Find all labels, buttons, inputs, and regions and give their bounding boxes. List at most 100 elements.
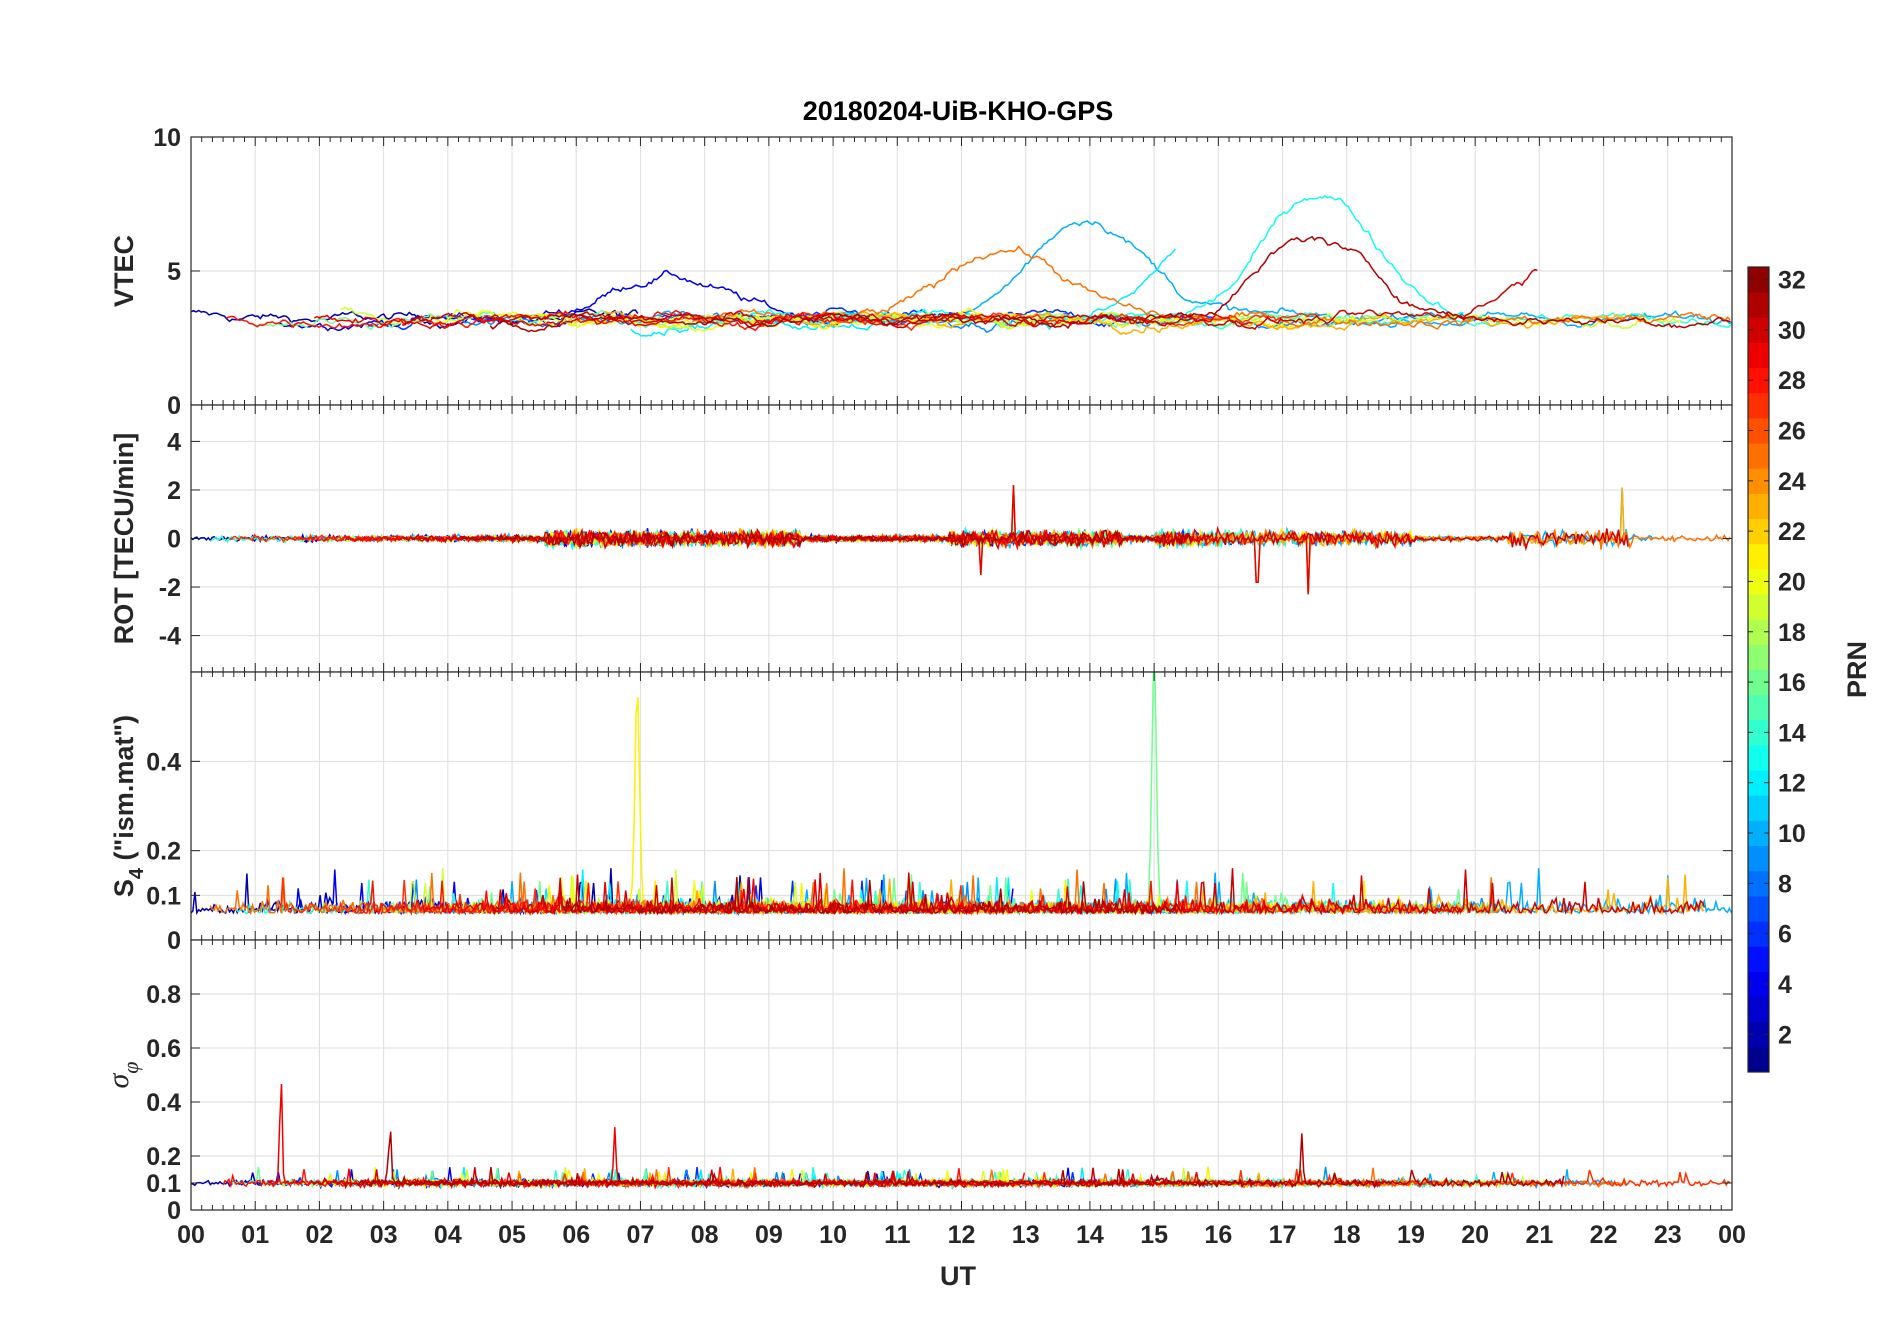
colorbar-swatch: [1748, 367, 1769, 394]
colorbar-swatch: [1748, 342, 1769, 369]
y-tick-label: -2: [159, 574, 181, 602]
colorbar-tick-label: 12: [1778, 770, 1806, 798]
x-tick-label: 09: [755, 1221, 783, 1249]
y-tick-label: 0: [167, 526, 181, 554]
colorbar-swatch: [1748, 644, 1769, 670]
series-line-prn-30: [492, 868, 1706, 916]
x-tick-label: 00: [1718, 1221, 1746, 1249]
colorbar-swatch: [1748, 694, 1769, 721]
colorbar-swatch: [1748, 292, 1769, 318]
y-axis-label-rest: ("ism.mat"): [109, 715, 139, 868]
x-tick-label: 18: [1333, 1221, 1361, 1249]
colorbar-swatch: [1748, 870, 1769, 897]
y-axis-label-sub: 4: [126, 867, 148, 879]
panel-sigma_phi: 00.10.2 0.4 0.6 0.8 σφ: [102, 939, 1733, 1225]
panel-s4: 00.10.20.4S4 ("ism.mat"): [109, 671, 1733, 955]
colorbar-tick-label: 10: [1778, 820, 1806, 848]
colorbar-swatch: [1748, 317, 1769, 343]
x-tick-label: 02: [306, 1221, 334, 1249]
chart-title: 20180204-UiB-KHO-GPS: [803, 96, 1114, 126]
x-tick-label: 17: [1269, 1221, 1297, 1249]
x-tick-label: 11: [884, 1221, 911, 1249]
y-tick-label: 0.4: [146, 1089, 181, 1117]
y-axis-label-main: σ: [102, 1072, 135, 1088]
colorbar-swatch: [1748, 770, 1769, 796]
colorbar-swatch: [1748, 543, 1769, 570]
colorbar-tick-label: 4: [1778, 971, 1792, 999]
colorbar-swatch: [1748, 1021, 1769, 1048]
y-tick-label: 0.1: [146, 882, 181, 910]
series-line-prn-31: [357, 1131, 1565, 1190]
colorbar-swatch: [1748, 392, 1769, 419]
colorbar-swatch: [1748, 493, 1769, 520]
series-line-prn-31: [562, 877, 1181, 916]
series-line-prn-31: [460, 529, 1194, 550]
x-tick-label: 13: [1012, 1221, 1040, 1249]
colorbar-swatch: [1748, 518, 1769, 545]
colorbar-swatch: [1748, 443, 1769, 469]
x-tick-label: 03: [370, 1221, 398, 1249]
colorbar-swatch: [1748, 417, 1769, 444]
series-line-prn-31: [489, 235, 1731, 333]
colorbar-tick-label: 14: [1778, 719, 1806, 747]
panel-rot: -4 -2 0 2 4 ROT [TECU/min]: [109, 404, 1733, 673]
y-tick-label: 0.2: [146, 1143, 181, 1171]
y-tick-label: 4: [167, 428, 181, 456]
y-tick-label: -4: [159, 623, 181, 651]
y-axis-label-main: S: [109, 879, 139, 897]
colorbar-tick-label: 8: [1778, 870, 1792, 898]
x-tick-label: 10: [819, 1221, 847, 1249]
colorbar-tick-label: 20: [1778, 568, 1806, 596]
colorbar-swatch: [1748, 267, 1769, 293]
colorbar-swatch: [1748, 1046, 1769, 1073]
x-tick-label: 07: [627, 1221, 655, 1249]
colorbar-tick-label: 16: [1778, 669, 1806, 697]
colorbar-tick-label: 26: [1778, 418, 1806, 446]
x-tick-label: 06: [562, 1221, 590, 1249]
y-tick-label: 0: [167, 927, 181, 955]
colorbar-swatch: [1748, 468, 1769, 494]
series-line-prn-30: [312, 1167, 1385, 1190]
y-axis-label-sub: φ: [118, 1062, 143, 1074]
colorbar-swatch: [1748, 719, 1769, 746]
colorbar-tick-label: 28: [1778, 367, 1806, 395]
y-tick-label: 0.4: [146, 748, 181, 776]
panel-series-group: [191, 672, 1732, 917]
colorbar-swatch: [1748, 845, 1769, 872]
series-line-prn-28: [226, 309, 964, 332]
colorbar-tick-label: 24: [1778, 468, 1806, 496]
panel-series-group: [191, 485, 1731, 595]
y-tick-label: 2: [167, 477, 181, 505]
y-tick-label: 0.6: [146, 1035, 181, 1063]
x-tick-label: 23: [1654, 1221, 1682, 1249]
colorbar-swatch: [1748, 971, 1769, 998]
x-tick-label: 21: [1525, 1221, 1553, 1249]
y-tick-label: 0.2: [146, 838, 181, 866]
colorbar-swatch: [1748, 921, 1769, 947]
y-axis-label: VTEC: [109, 235, 139, 307]
colorbar-tick-label: 18: [1778, 619, 1806, 647]
panel-series-group: [191, 1083, 1731, 1190]
colorbar-swatch: [1748, 619, 1769, 645]
x-tick-label: 19: [1397, 1221, 1425, 1249]
colorbar-tick-label: 32: [1778, 267, 1806, 295]
colorbar-swatch: [1748, 669, 1769, 696]
colorbar-swatch: [1748, 795, 1769, 821]
y-tick-label: 0: [167, 1197, 181, 1225]
x-axis-label: UT: [940, 1261, 976, 1291]
x-axis: 00 01 02 03 04 05 06 07 08 09 10 11 12 13 14 15 16 17 18 19…: [177, 1221, 1746, 1249]
x-tick-label: 05: [498, 1221, 526, 1249]
colorbar-swatch: [1748, 946, 1769, 972]
colorbar-swatch: [1748, 744, 1769, 771]
colorbar-tick-label: 6: [1778, 921, 1792, 949]
y-tick-label: 0: [167, 392, 181, 420]
x-tick-label: 14: [1076, 1221, 1104, 1249]
y-axis-label: S4 ("ism.mat"): [109, 715, 148, 897]
series-line-prn-30: [402, 268, 1538, 331]
colorbar-tick-label: 2: [1778, 1021, 1792, 1049]
colorbar-swatch: [1748, 594, 1769, 620]
y-axis-label: ROT [TECU/min]: [109, 433, 139, 644]
y-axis-label: σφ: [102, 1062, 143, 1089]
